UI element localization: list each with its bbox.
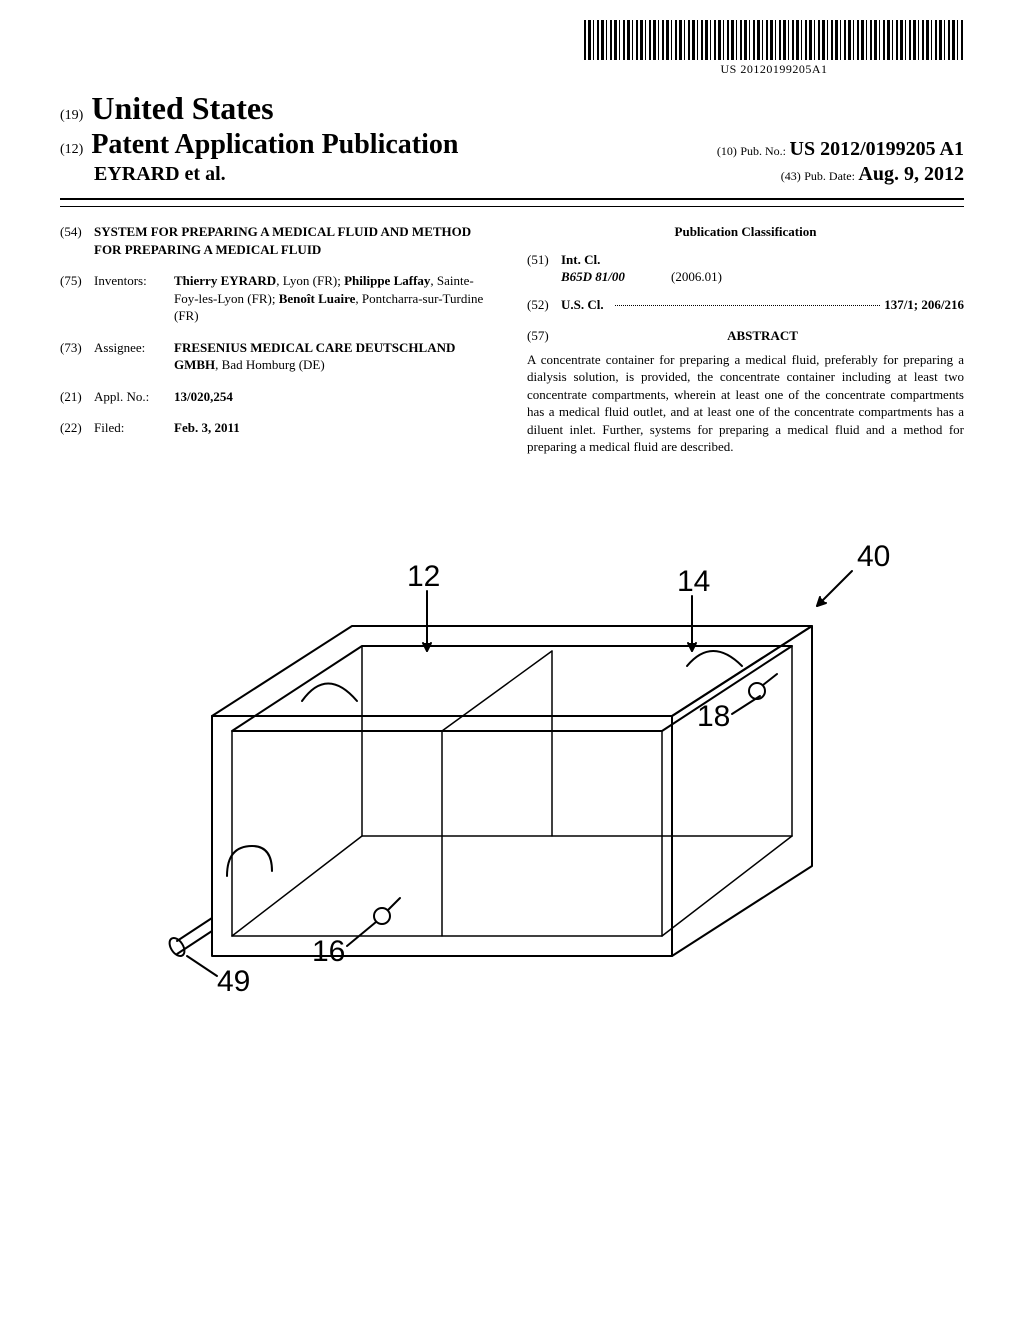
- intcl-field: (51) Int. Cl. B65D 81/00 (2006.01): [527, 251, 964, 286]
- header: (19) United States (12) Patent Applicati…: [60, 90, 964, 186]
- fig-label-16: 16: [312, 935, 345, 968]
- abstract-title: ABSTRACT: [561, 327, 964, 345]
- pubdate-label: Pub. Date:: [804, 169, 855, 183]
- inventors-field: (75) Inventors: Thierry EYRARD, Lyon (FR…: [60, 272, 497, 325]
- assignee-code: (73): [60, 339, 94, 374]
- applno-code: (21): [60, 388, 94, 406]
- uscl-value: 137/1; 206/216: [884, 296, 964, 314]
- abstract-head: (57) ABSTRACT: [527, 327, 964, 345]
- inventors-label: Inventors:: [94, 272, 174, 325]
- uscl-code: (52): [527, 296, 561, 314]
- filed-code: (22): [60, 419, 94, 437]
- pubno-value: US 2012/0199205 A1: [790, 138, 964, 160]
- code-19: (19): [60, 108, 83, 124]
- inventor-1-rest: , Lyon (FR);: [276, 273, 341, 288]
- thick-divider: [60, 198, 964, 200]
- title-code: (54): [60, 223, 94, 258]
- assignee-value: FRESENIUS MEDICAL CARE DEUTSCHLAND GMBH,…: [174, 339, 497, 374]
- bibliographic-columns: (54) SYSTEM FOR PREPARING A MEDICAL FLUI…: [60, 223, 964, 456]
- figure-svg: 12 14 40 18 16 49: [132, 536, 892, 1016]
- header-row-doctype: (12) Patent Application Publication (10)…: [60, 129, 964, 161]
- assignee-label: Assignee:: [94, 339, 174, 374]
- country-name: United States: [91, 90, 273, 127]
- filed-field: (22) Filed: Feb. 3, 2011: [60, 419, 497, 437]
- fig-label-14: 14: [677, 565, 710, 598]
- assignee-rest: , Bad Homburg (DE): [215, 357, 325, 372]
- inventors-code: (75): [60, 272, 94, 325]
- intcl-class: B65D 81/00: [561, 268, 671, 286]
- pubdate-value: Aug. 9, 2012: [858, 163, 964, 185]
- left-column: (54) SYSTEM FOR PREPARING A MEDICAL FLUI…: [60, 223, 497, 456]
- header-row-authors: EYRARD et al. (43) Pub. Date: Aug. 9, 20…: [60, 163, 964, 186]
- abstract-code: (57): [527, 327, 561, 345]
- patent-title: SYSTEM FOR PREPARING A MEDICAL FLUID AND…: [94, 223, 497, 258]
- inventor-2-name: Philippe Laffay: [344, 273, 430, 288]
- inventor-1-name: Thierry EYRARD: [174, 273, 276, 288]
- barcode-icon: [584, 20, 964, 60]
- filed-label: Filed:: [94, 419, 174, 437]
- barcode-text: US 20120199205A1: [584, 62, 964, 77]
- title-field: (54) SYSTEM FOR PREPARING A MEDICAL FLUI…: [60, 223, 497, 258]
- thin-divider: [60, 206, 964, 207]
- pubno-label: Pub. No.:: [740, 144, 786, 158]
- uscl-label: U.S. Cl.: [561, 296, 611, 314]
- barcode-block: US 20120199205A1: [584, 20, 964, 77]
- assignee-field: (73) Assignee: FRESENIUS MEDICAL CARE DE…: [60, 339, 497, 374]
- inventor-3-name: Benoît Luaire: [279, 291, 356, 306]
- fig-label-49: 49: [217, 965, 250, 998]
- abstract-body: A concentrate container for preparing a …: [527, 351, 964, 456]
- pubclass-title: Publication Classification: [527, 223, 964, 241]
- intcl-code: (51): [527, 251, 561, 286]
- fig-label-40: 40: [857, 540, 890, 573]
- patent-figure: 12 14 40 18 16 49: [60, 536, 964, 1016]
- inventors-value: Thierry EYRARD, Lyon (FR); Philippe Laff…: [174, 272, 497, 325]
- header-right-pubno: (10) Pub. No.: US 2012/0199205 A1: [717, 138, 964, 161]
- intcl-label: Int. Cl.: [561, 251, 964, 269]
- pubno-code: (10): [717, 144, 737, 158]
- header-row-country: (19) United States: [60, 90, 964, 127]
- right-column: Publication Classification (51) Int. Cl.…: [527, 223, 964, 456]
- fig-label-12: 12: [407, 560, 440, 593]
- pubdate-code: (43): [781, 169, 801, 183]
- fig-label-18: 18: [697, 700, 730, 733]
- intcl-date: (2006.01): [671, 268, 722, 286]
- uscl-field: (52) U.S. Cl. 137/1; 206/216: [527, 296, 964, 314]
- applno-field: (21) Appl. No.: 13/020,254: [60, 388, 497, 406]
- filed-value: Feb. 3, 2011: [174, 419, 497, 437]
- doc-type: Patent Application Publication: [91, 129, 458, 161]
- authors-line: EYRARD et al.: [60, 163, 226, 186]
- applno-value: 13/020,254: [174, 388, 497, 406]
- dots-leader-icon: [615, 296, 880, 306]
- code-12: (12): [60, 142, 83, 158]
- header-left: (12) Patent Application Publication: [60, 129, 458, 161]
- applno-label: Appl. No.:: [94, 388, 174, 406]
